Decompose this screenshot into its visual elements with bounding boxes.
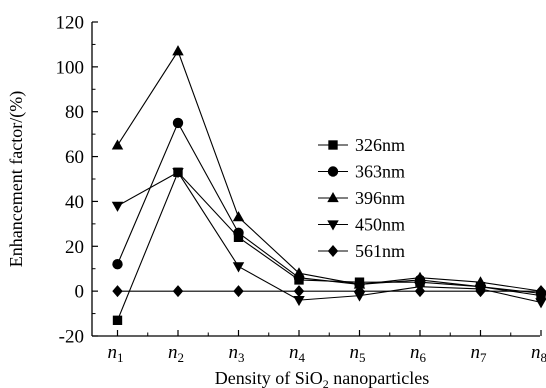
series-line: [117, 171, 542, 303]
data-point: [112, 315, 123, 325]
data-point: [172, 117, 184, 129]
legend-item: 396nm: [318, 188, 405, 208]
y-tick-label: 20: [65, 237, 84, 258]
legend-item: 326nm: [318, 135, 405, 155]
x-tick-label-sub: 2: [178, 350, 185, 365]
legend-label: 561nm: [355, 241, 405, 261]
series-396nm: [111, 45, 546, 296]
x-tick-label-base: n: [471, 342, 481, 363]
y-tick-label: 120: [56, 13, 85, 34]
data-point: [293, 295, 305, 307]
legend-marker: [327, 192, 339, 203]
x-tick-label: n2: [168, 342, 184, 365]
x-tick-label: n4: [289, 342, 306, 365]
y-tick-label: 80: [65, 102, 84, 123]
y-tick-label: 60: [65, 147, 84, 168]
x-tick-label-sub: 7: [480, 350, 487, 365]
data-point: [112, 259, 123, 270]
legend-label: 396nm: [355, 188, 405, 208]
data-point: [111, 201, 124, 212]
y-tick-label: -20: [59, 327, 84, 348]
x-tick-label: n5: [350, 342, 366, 365]
x-tick-label: n8: [531, 342, 546, 365]
series-326nm: [112, 167, 546, 325]
axis-titles: Enhancement factor/(%)Density of SiO2 na…: [6, 91, 429, 388]
x-tick-label-sub: 8: [541, 350, 546, 365]
x-tick-label-base: n: [531, 342, 541, 363]
legend-item: 450nm: [318, 215, 405, 235]
x-tick-label-sub: 5: [359, 350, 366, 365]
data-point: [414, 271, 426, 282]
x-tick-label-base: n: [168, 342, 178, 363]
legend-item: 363nm: [318, 162, 405, 182]
x-tick-label: n1: [108, 342, 124, 365]
legend-label: 326nm: [355, 135, 405, 155]
data-point: [232, 211, 245, 222]
x-tick-label-base: n: [229, 342, 239, 363]
data-point: [112, 285, 123, 298]
data-point: [232, 262, 245, 273]
data-point: [353, 278, 366, 289]
series-line: [116, 121, 542, 294]
y-tick-label: 100: [56, 57, 85, 78]
legend-marker: [327, 166, 339, 177]
data-point: [233, 227, 244, 239]
data-point: [475, 285, 486, 298]
y-tick-label: 0: [75, 282, 85, 303]
x-tick-label-base: n: [350, 342, 360, 363]
x-tick-label-base: n: [108, 342, 118, 363]
data-point: [172, 285, 184, 298]
x-tick-label-sub: 1: [117, 350, 124, 365]
data-point: [535, 285, 546, 298]
y-tick-label: 40: [65, 192, 84, 213]
x-axis-title: Density of SiO2 nanoparticles: [215, 368, 429, 388]
x-tick-label-sub: 3: [238, 350, 245, 365]
x-tick-label: n7: [471, 342, 488, 365]
data-point: [233, 285, 244, 298]
x-axis-title-sub: 2: [323, 377, 329, 388]
series-line: [117, 49, 542, 292]
data-point: [172, 45, 184, 56]
data-point: [474, 276, 487, 287]
legend-marker: [328, 140, 338, 150]
x-axis-title-suffix: nanoparticles: [329, 368, 429, 388]
legend-marker: [327, 220, 339, 231]
legend-item: 561nm: [318, 241, 405, 261]
legend: 326nm 363nm 396nm 450nm 561nm: [318, 135, 405, 261]
data-point: [293, 285, 305, 298]
legend-label: 450nm: [355, 215, 405, 235]
x-tick-label-sub: 6: [420, 350, 427, 365]
data-point: [293, 267, 305, 278]
y-axis-title: Enhancement factor/(%): [6, 91, 27, 267]
data-point: [111, 139, 124, 150]
legend-marker: [327, 245, 339, 257]
data-point: [414, 285, 426, 298]
series-561nm: [112, 285, 546, 298]
x-tick-label-base: n: [410, 342, 420, 363]
data-point: [354, 285, 365, 298]
x-tick-label: n3: [229, 342, 245, 365]
plot-data: [111, 45, 546, 325]
x-tick-label-sub: 4: [299, 350, 306, 365]
data-point: [535, 298, 546, 309]
x-tick-label-base: n: [289, 342, 299, 363]
x-axis-title-prefix: Density of SiO: [215, 368, 323, 388]
data-point: [172, 168, 184, 179]
x-tick-label: n6: [410, 342, 427, 365]
legend-label: 363nm: [355, 162, 405, 182]
